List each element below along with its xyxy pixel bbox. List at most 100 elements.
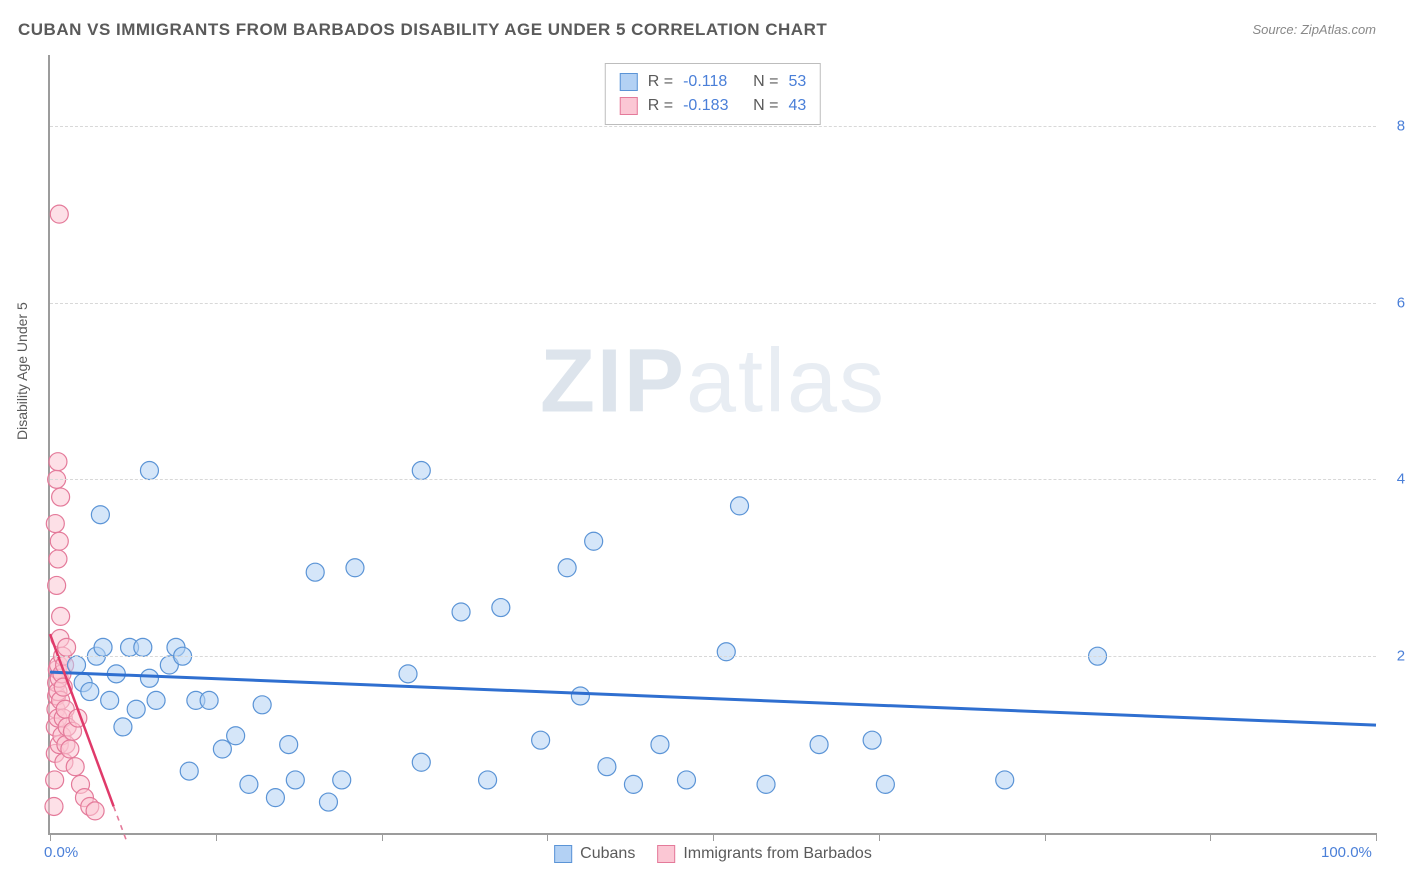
x-tick bbox=[1376, 833, 1377, 841]
y-tick-label: 8.0% bbox=[1397, 117, 1406, 134]
n-value-barbados: 43 bbox=[788, 94, 806, 118]
data-point-cubans bbox=[598, 758, 616, 776]
data-point-cubans bbox=[412, 462, 430, 480]
x-tick bbox=[1210, 833, 1211, 841]
data-point-cubans bbox=[127, 700, 145, 718]
data-point-cubans bbox=[492, 599, 510, 617]
scatter-svg bbox=[50, 55, 1376, 833]
data-point-cubans bbox=[624, 775, 642, 793]
data-point-barbados bbox=[52, 488, 70, 506]
y-tick-label: 2.0% bbox=[1397, 648, 1406, 665]
data-point-cubans bbox=[876, 775, 894, 793]
x-tick bbox=[713, 833, 714, 841]
plot-area: ZIPatlas R = -0.118 N = 53 R = -0.183 N … bbox=[48, 55, 1376, 835]
data-point-cubans bbox=[240, 775, 258, 793]
stats-row-barbados: R = -0.183 N = 43 bbox=[620, 94, 806, 118]
data-point-cubans bbox=[213, 740, 231, 758]
n-label: N = bbox=[753, 94, 778, 118]
x-tick bbox=[879, 833, 880, 841]
data-point-barbados bbox=[45, 797, 63, 815]
data-point-cubans bbox=[200, 691, 218, 709]
data-point-cubans bbox=[333, 771, 351, 789]
n-label: N = bbox=[753, 70, 778, 94]
data-point-cubans bbox=[253, 696, 271, 714]
data-point-cubans bbox=[810, 736, 828, 754]
data-point-cubans bbox=[94, 638, 112, 656]
data-point-cubans bbox=[571, 687, 589, 705]
data-point-barbados bbox=[66, 758, 84, 776]
data-point-cubans bbox=[319, 793, 337, 811]
data-point-cubans bbox=[147, 691, 165, 709]
data-point-barbados bbox=[48, 576, 66, 594]
n-value-cubans: 53 bbox=[788, 70, 806, 94]
data-point-cubans bbox=[101, 691, 119, 709]
data-point-barbados bbox=[50, 532, 68, 550]
data-point-cubans bbox=[558, 559, 576, 577]
r-value-barbados: -0.183 bbox=[683, 94, 743, 118]
data-point-cubans bbox=[651, 736, 669, 754]
r-value-cubans: -0.118 bbox=[683, 70, 743, 94]
data-point-barbados bbox=[49, 550, 67, 568]
x-tick bbox=[50, 833, 51, 841]
data-point-cubans bbox=[996, 771, 1014, 789]
data-point-cubans bbox=[266, 789, 284, 807]
x-tick-label: 100.0% bbox=[1321, 844, 1372, 861]
y-axis-label: Disability Age Under 5 bbox=[14, 302, 30, 440]
r-label: R = bbox=[648, 94, 673, 118]
legend-item-barbados: Immigrants from Barbados bbox=[657, 845, 872, 863]
data-point-barbados bbox=[46, 515, 64, 533]
data-point-cubans bbox=[306, 563, 324, 581]
swatch-blue-icon bbox=[620, 73, 638, 91]
data-point-barbados bbox=[52, 607, 70, 625]
r-label: R = bbox=[648, 70, 673, 94]
legend-label-barbados: Immigrants from Barbados bbox=[683, 845, 872, 863]
data-point-barbados bbox=[58, 638, 76, 656]
data-point-cubans bbox=[114, 718, 132, 736]
data-point-barbados bbox=[46, 771, 64, 789]
x-tick bbox=[1045, 833, 1046, 841]
legend: Cubans Immigrants from Barbados bbox=[554, 845, 872, 863]
y-tick-label: 4.0% bbox=[1397, 471, 1406, 488]
data-point-barbados bbox=[49, 453, 67, 471]
trend-line-cubans bbox=[50, 672, 1376, 725]
data-point-cubans bbox=[91, 506, 109, 524]
data-point-cubans bbox=[452, 603, 470, 621]
data-point-cubans bbox=[863, 731, 881, 749]
x-tick bbox=[547, 833, 548, 841]
data-point-cubans bbox=[757, 775, 775, 793]
stats-row-cubans: R = -0.118 N = 53 bbox=[620, 70, 806, 94]
source-attribution: Source: ZipAtlas.com bbox=[1252, 22, 1376, 37]
gridline bbox=[50, 656, 1376, 657]
legend-item-cubans: Cubans bbox=[554, 845, 635, 863]
data-point-cubans bbox=[479, 771, 497, 789]
data-point-cubans bbox=[81, 683, 99, 701]
swatch-pink-icon bbox=[657, 845, 675, 863]
data-point-cubans bbox=[68, 656, 86, 674]
data-point-cubans bbox=[140, 462, 158, 480]
swatch-blue-icon bbox=[554, 845, 572, 863]
data-point-cubans bbox=[346, 559, 364, 577]
y-tick-label: 6.0% bbox=[1397, 294, 1406, 311]
data-point-cubans bbox=[412, 753, 430, 771]
legend-label-cubans: Cubans bbox=[580, 845, 635, 863]
data-point-cubans bbox=[134, 638, 152, 656]
chart-title: CUBAN VS IMMIGRANTS FROM BARBADOS DISABI… bbox=[18, 20, 827, 40]
stats-box: R = -0.118 N = 53 R = -0.183 N = 43 bbox=[605, 63, 821, 125]
x-tick bbox=[216, 833, 217, 841]
data-point-cubans bbox=[180, 762, 198, 780]
data-point-cubans bbox=[227, 727, 245, 745]
trend-line-barbados-dashed bbox=[114, 806, 127, 841]
data-point-cubans bbox=[731, 497, 749, 515]
data-point-barbados bbox=[61, 740, 79, 758]
gridline bbox=[50, 126, 1376, 127]
data-point-barbados bbox=[86, 802, 104, 820]
data-point-cubans bbox=[140, 669, 158, 687]
x-tick-label: 0.0% bbox=[44, 844, 78, 861]
data-point-cubans bbox=[286, 771, 304, 789]
data-point-cubans bbox=[280, 736, 298, 754]
data-point-barbados bbox=[50, 205, 68, 223]
gridline bbox=[50, 303, 1376, 304]
swatch-pink-icon bbox=[620, 97, 638, 115]
gridline bbox=[50, 479, 1376, 480]
data-point-cubans bbox=[399, 665, 417, 683]
